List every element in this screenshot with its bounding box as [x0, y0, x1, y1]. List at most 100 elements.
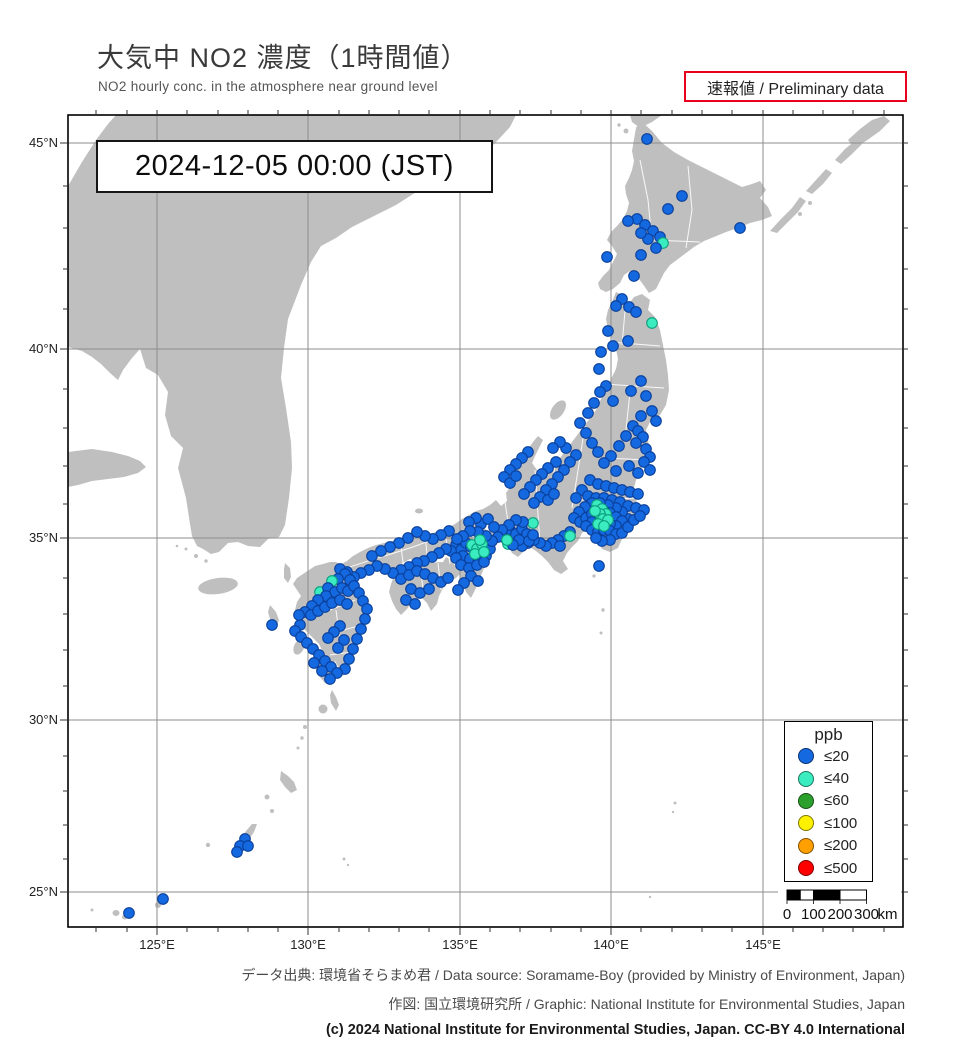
station-dot: [355, 623, 367, 635]
legend-item-label: ≤200: [824, 837, 858, 855]
island-tsushima: [284, 563, 291, 583]
station-dot: [595, 346, 607, 358]
landmass-shandong: [68, 449, 146, 487]
station-dot: [527, 529, 539, 541]
station-dot: [635, 375, 647, 387]
lon-axis-label: 125°E: [139, 937, 175, 952]
station-dots: [123, 133, 746, 919]
station-dot: [157, 893, 169, 905]
lat-axis-label: 25°N: [29, 884, 58, 899]
station-dot: [361, 603, 373, 615]
lon-axis-label: 135°E: [442, 937, 478, 952]
station-dot: [316, 665, 328, 677]
station-dot: [593, 363, 605, 375]
station-dot: [474, 534, 486, 546]
station-dot: [628, 270, 640, 282]
station-dot: [602, 325, 614, 337]
station-dot: [501, 534, 513, 546]
preliminary-data-badge: 速報値 / Preliminary data: [684, 71, 907, 102]
station-dot: [638, 456, 650, 468]
legend-item: ≤500: [785, 857, 872, 879]
station-dot: [593, 560, 605, 572]
station-dot: [332, 642, 344, 654]
legend-item: ≤200: [785, 835, 872, 857]
lat-axis-label: 35°N: [29, 530, 58, 545]
station-dot: [478, 556, 490, 568]
island-oki: [415, 508, 423, 514]
station-dot: [554, 540, 566, 552]
legend-color-dot: [798, 837, 814, 854]
footer-datasource: データ出典: 環境省そらまめ君 / Data source: Soramame-…: [241, 967, 905, 983]
island-jeju: [198, 577, 238, 595]
station-dot: [231, 846, 243, 858]
station-dot: [644, 464, 656, 476]
station-dot: [646, 317, 658, 329]
station-dot: [242, 840, 254, 852]
station-dot: [590, 532, 602, 544]
station-dot: [528, 497, 540, 509]
station-dot: [442, 572, 454, 584]
station-dot: [482, 513, 494, 525]
map-frame: [67, 114, 904, 928]
station-dot: [598, 457, 610, 469]
station-dot: [662, 203, 674, 215]
station-dot: [472, 575, 484, 587]
lon-axis-label: 130°E: [290, 937, 326, 952]
station-dot: [676, 190, 688, 202]
station-dot: [630, 306, 642, 318]
station-dot: [366, 550, 378, 562]
station-dot: [351, 633, 363, 645]
station-dot: [411, 526, 423, 538]
station-dot: [580, 427, 592, 439]
lat-axis-label: 30°N: [29, 712, 58, 727]
station-dot: [451, 533, 463, 545]
station-dot: [359, 613, 371, 625]
station-dot: [601, 251, 613, 263]
station-dot: [607, 340, 619, 352]
lon-axis-label: 140°E: [593, 937, 629, 952]
legend-item-label: ≤100: [824, 814, 858, 832]
station-dot: [589, 505, 601, 517]
station-dot: [324, 673, 336, 685]
scalebar-label: 0: [783, 906, 791, 923]
station-dot: [613, 440, 625, 452]
scalebar-label: 300: [854, 906, 879, 923]
station-dot: [547, 442, 559, 454]
station-dot: [586, 437, 598, 449]
station-dot: [623, 460, 635, 472]
station-dot: [423, 583, 435, 595]
station-dot: [341, 598, 353, 610]
station-dot: [322, 632, 334, 644]
station-dot: [510, 470, 522, 482]
station-dot: [582, 407, 594, 419]
lon-axis-label: 145°E: [745, 937, 781, 952]
station-dot: [588, 397, 600, 409]
station-dot: [640, 390, 652, 402]
landmass-continent: [68, 115, 516, 554]
legend-title: ppb: [814, 725, 843, 744]
station-dot: [123, 907, 135, 919]
station-dot: [630, 437, 642, 449]
legend-item-label: ≤40: [824, 770, 849, 788]
station-dot: [347, 643, 359, 655]
legend-box: ppb ≤20 ≤40 ≤60 ≤100 ≤200 ≤500: [784, 721, 873, 882]
station-dot: [594, 386, 606, 398]
station-dot: [607, 395, 619, 407]
station-dot: [550, 456, 562, 468]
station-dot: [592, 446, 604, 458]
station-dot: [527, 517, 539, 529]
station-dot: [635, 249, 647, 261]
legend-item: ≤60: [785, 790, 872, 812]
station-dot: [375, 545, 387, 557]
legend-items: ≤20 ≤40 ≤60 ≤100 ≤200 ≤500: [785, 745, 872, 879]
station-dot: [293, 609, 305, 621]
scalebar-label: 200: [827, 906, 852, 923]
legend-color-dot: [798, 792, 814, 809]
station-dot: [622, 215, 634, 227]
station-dot: [635, 227, 647, 239]
station-dot: [488, 521, 500, 533]
station-dot: [650, 415, 662, 427]
station-dot: [409, 598, 421, 610]
